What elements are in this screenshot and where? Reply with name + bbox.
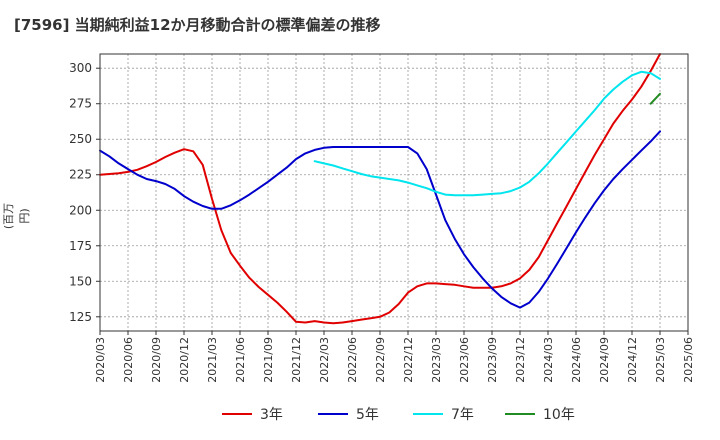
series-line-2 <box>99 130 661 309</box>
series-line-1 <box>99 53 661 325</box>
x-tick-label: 2024/06 <box>570 337 583 383</box>
x-tick-label: 2023/09 <box>486 337 499 383</box>
grid-layer <box>100 54 688 331</box>
y-tick-label: 125 <box>69 310 92 324</box>
legend-item: 7年 <box>413 404 474 424</box>
axis-layer: 2020/03 2020/06 2020/09 2020/12 2021/03 2021/… <box>69 61 695 382</box>
x-tick-label: 2025/06 <box>682 337 695 383</box>
legend-label: 5年 <box>356 407 379 423</box>
legend: 3年 5年 7年 10年 <box>0 404 720 428</box>
legend-item: 3年 <box>222 404 283 424</box>
chart-title: [7596] 当期純利益12か月移動合計の標準偏差の推移 <box>14 16 381 34</box>
x-tick-label: 2022/09 <box>374 337 387 383</box>
legend-swatch <box>505 413 535 415</box>
legend-label: 3年 <box>260 407 283 423</box>
x-tick-label: 2022/12 <box>402 337 415 383</box>
series-layer <box>99 53 661 325</box>
series-line-4 <box>649 92 661 105</box>
legend-item: 10年 <box>505 404 575 424</box>
x-tick-label: 2021/12 <box>290 337 303 383</box>
y-tick-label: 300 <box>69 61 92 75</box>
y-tick-label: 225 <box>69 168 92 182</box>
y-tick-label: 175 <box>69 239 92 253</box>
x-tick-label: 2021/06 <box>234 337 247 383</box>
x-tick-label: 2022/03 <box>318 337 331 383</box>
y-tick-label: 200 <box>69 203 92 217</box>
series-line-3 <box>313 70 661 197</box>
x-tick-label: 2022/06 <box>346 337 359 383</box>
x-tick-label: 2023/03 <box>430 337 443 383</box>
legend-label: 10年 <box>543 407 575 423</box>
x-tick-label: 2020/03 <box>94 337 107 383</box>
x-tick-label: 2020/12 <box>178 337 191 383</box>
x-tick-label: 2021/09 <box>262 337 275 383</box>
x-tick-label: 2023/12 <box>514 337 527 383</box>
y-tick-label: 275 <box>69 97 92 111</box>
x-tick-label: 2020/06 <box>122 337 135 383</box>
x-tick-label: 2024/03 <box>542 337 555 383</box>
x-tick-label: 2023/06 <box>458 337 471 383</box>
x-tick-label: 2024/09 <box>598 337 611 383</box>
x-tick-label: 2021/03 <box>206 337 219 383</box>
legend-item: 5年 <box>318 404 379 424</box>
legend-swatch <box>318 413 348 415</box>
legend-label: 7年 <box>451 407 474 423</box>
y-tick-label: 250 <box>69 132 92 146</box>
x-tick-label: 2020/09 <box>150 337 163 383</box>
y-tick-label: 150 <box>69 274 92 288</box>
x-tick-label: 2024/12 <box>626 337 639 383</box>
legend-swatch <box>222 413 252 415</box>
plot-frame <box>99 53 689 332</box>
legend-swatch <box>413 413 443 415</box>
x-tick-label: 2025/03 <box>654 337 667 383</box>
